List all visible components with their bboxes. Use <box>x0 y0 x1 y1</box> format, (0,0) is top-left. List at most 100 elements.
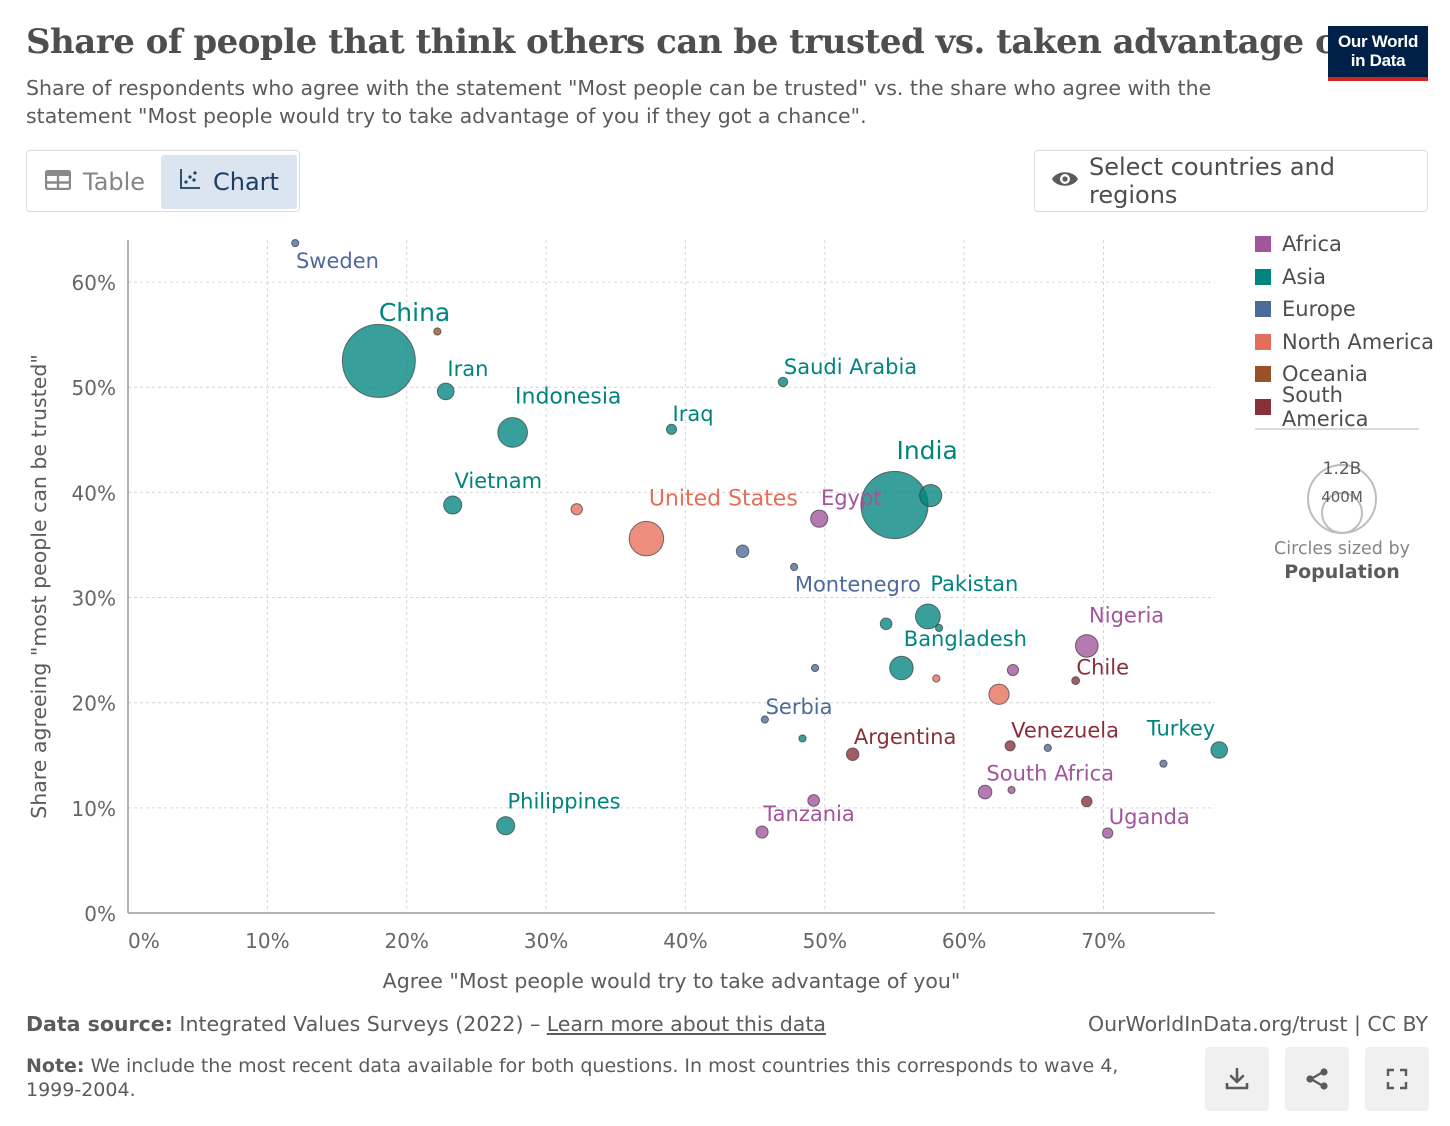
y-axis-title: Share agreeing "most people can be trust… <box>27 354 51 819</box>
x-tick-label: 30% <box>524 929 568 953</box>
data-point <box>1004 740 1016 752</box>
data-point <box>790 562 799 572</box>
point-label: Turkey <box>1146 717 1215 741</box>
view-tabs: Table Chart <box>26 150 300 212</box>
data-point <box>1102 827 1114 839</box>
legend-item-south-america[interactable]: South America <box>1255 383 1435 431</box>
x-tick-label: 50% <box>803 929 847 953</box>
data-point <box>777 376 789 388</box>
share-icon <box>1306 1068 1328 1090</box>
chart-title: Share of people that think others can be… <box>26 22 1352 62</box>
data-point <box>436 382 455 401</box>
learn-more-link[interactable]: Learn more about this data <box>546 1012 826 1036</box>
data-point <box>1081 795 1093 808</box>
point-label: China <box>379 298 450 327</box>
data-point <box>760 715 769 724</box>
point-label: Indonesia <box>515 385 621 410</box>
data-point <box>988 683 1010 705</box>
legend-item-asia[interactable]: Asia <box>1255 261 1435 294</box>
data-source-text: Integrated Values Surveys (2022) – <box>179 1012 541 1036</box>
point-label: Vietnam <box>455 469 543 493</box>
download-button[interactable] <box>1205 1047 1269 1111</box>
tab-table[interactable]: Table <box>31 155 159 209</box>
region-legend: Africa Asia Europe North America Oceania… <box>1255 228 1435 431</box>
axis-layer: 0% 10% 20% 30% 40% 50% 60% 0% 10% 20% 30% 40% 50% 60%… <box>27 240 1215 993</box>
point-label: Pakistan <box>930 572 1018 596</box>
data-point <box>433 327 442 336</box>
size-legend-circles: 1.2B 400M <box>1307 459 1377 534</box>
legend-item-europe[interactable]: Europe <box>1255 293 1435 326</box>
point-label: Iran <box>447 357 488 381</box>
data-point <box>810 509 829 528</box>
point-label: Bangladesh <box>904 627 1027 651</box>
data-point <box>889 655 914 681</box>
tab-chart[interactable]: Chart <box>161 155 297 209</box>
point-label: Philippines <box>507 790 620 814</box>
point-label: South Africa <box>986 761 1114 785</box>
logo-line-1: Our World <box>1337 32 1419 51</box>
data-point <box>628 520 665 557</box>
point-label: Saudi Arabia <box>784 355 917 379</box>
point-label: Argentina <box>854 725 956 749</box>
size-legend-large: 1.2B <box>1323 459 1362 479</box>
legend-swatch <box>1255 366 1271 383</box>
chart-subtitle: Share of respondents who agree with the … <box>26 76 1212 128</box>
x-tick-label: 10% <box>245 929 289 953</box>
legend-swatch <box>1255 301 1271 318</box>
y-tick-label: 60% <box>72 271 116 295</box>
grid-layer <box>128 240 1215 913</box>
data-point <box>1071 676 1081 686</box>
point-label: Tanzania <box>762 802 854 826</box>
note-text: We include the most recent data availabl… <box>26 1055 1119 1101</box>
point-label: Chile <box>1076 656 1129 680</box>
legend-label: North America <box>1282 329 1435 354</box>
tab-table-label: Table <box>83 168 146 196</box>
size-legend: 1.2B 400M Circles sized by Population <box>1270 455 1414 583</box>
legend-swatch <box>1255 268 1271 285</box>
download-icon <box>1225 1067 1249 1090</box>
data-source-label: Data source: <box>26 1012 173 1036</box>
license-link[interactable]: OurWorldInData.org/trust | CC BY <box>1087 1012 1428 1036</box>
legend-swatch <box>1255 333 1271 350</box>
scatter-chart-icon <box>179 168 201 196</box>
data-point <box>1043 743 1052 753</box>
x-tick-label: 20% <box>384 929 428 953</box>
legend-label: Europe <box>1282 297 1356 322</box>
scatter-chart: 0% 10% 20% 30% 40% 50% 60% 0% 10% 20% 30% 40% 50% 60%… <box>27 239 1228 993</box>
legend-label: Asia <box>1282 264 1327 289</box>
data-point <box>919 483 943 508</box>
data-point <box>570 503 583 516</box>
y-tick-label: 20% <box>72 692 116 716</box>
tab-chart-label: Chart <box>213 168 279 196</box>
data-point <box>1210 741 1228 759</box>
data-point <box>1159 759 1168 768</box>
y-tick-label: 0% <box>84 902 116 926</box>
legend-label: South America <box>1281 382 1369 431</box>
x-axis-title: Agree "Most people would try to take adv… <box>383 969 961 993</box>
legend-item-oceania[interactable]: Oceania <box>1255 358 1435 391</box>
legend-divider <box>1255 428 1419 430</box>
legend-swatch <box>1255 236 1271 253</box>
data-point <box>341 323 416 398</box>
x-tick-label: 0% <box>128 929 160 953</box>
fullscreen-icon <box>1386 1068 1408 1090</box>
table-icon <box>44 168 72 196</box>
size-legend-small: 400M <box>1321 488 1363 506</box>
point-label: United States <box>649 486 798 511</box>
legend-item-africa[interactable]: Africa <box>1255 228 1435 261</box>
owid-logo[interactable]: Our World in Data <box>1328 26 1428 81</box>
fullscreen-button[interactable] <box>1365 1047 1429 1111</box>
share-button[interactable] <box>1285 1047 1349 1111</box>
y-tick-label: 10% <box>72 797 116 821</box>
data-point <box>755 825 769 839</box>
select-countries-button[interactable]: Select countries and regions <box>1034 150 1428 212</box>
data-point <box>291 239 300 248</box>
point-label: Sweden <box>296 249 379 273</box>
y-tick-label: 50% <box>72 376 116 400</box>
data-point <box>879 617 893 631</box>
chart-note: Note: We include the most recent data av… <box>26 1054 1156 1102</box>
legend-label: Africa <box>1282 232 1342 257</box>
legend-item-north-america[interactable]: North America <box>1255 326 1435 359</box>
data-point <box>915 603 941 630</box>
point-label: Egypt <box>821 486 882 510</box>
